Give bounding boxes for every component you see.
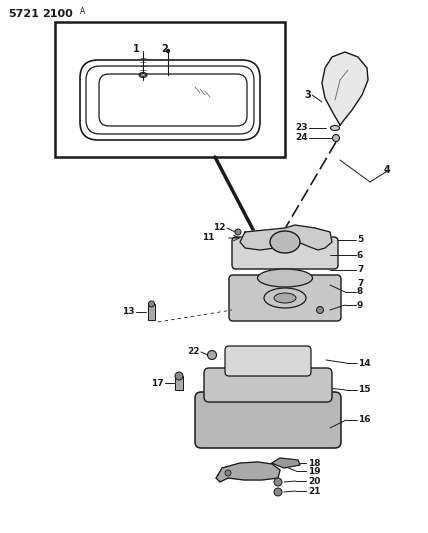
Text: 24: 24 (295, 133, 308, 142)
Circle shape (208, 351, 217, 359)
Text: 7: 7 (357, 279, 363, 287)
Text: 23: 23 (295, 124, 308, 133)
FancyBboxPatch shape (232, 237, 338, 269)
Text: 19: 19 (308, 466, 321, 475)
Text: 15: 15 (358, 385, 371, 394)
Circle shape (274, 478, 282, 486)
Ellipse shape (258, 269, 312, 287)
FancyBboxPatch shape (195, 392, 341, 448)
Text: 12: 12 (214, 223, 226, 232)
Circle shape (175, 372, 183, 380)
Text: 3: 3 (304, 90, 311, 100)
Text: 22: 22 (187, 348, 200, 357)
Text: 18: 18 (308, 458, 321, 467)
Ellipse shape (274, 293, 296, 303)
Text: 11: 11 (202, 233, 215, 243)
FancyBboxPatch shape (229, 275, 341, 321)
Circle shape (149, 301, 155, 307)
Circle shape (225, 470, 231, 476)
Text: 2100: 2100 (42, 9, 73, 19)
Polygon shape (322, 52, 368, 125)
Polygon shape (272, 458, 300, 468)
Text: 1: 1 (133, 44, 140, 54)
Text: 17: 17 (152, 378, 164, 387)
Text: 16: 16 (358, 416, 371, 424)
Bar (175, 376, 183, 390)
Text: 5: 5 (357, 236, 363, 245)
Text: 6: 6 (357, 251, 363, 260)
Text: 8: 8 (357, 287, 363, 296)
Text: 13: 13 (122, 308, 135, 317)
Polygon shape (240, 225, 332, 250)
Bar (55, 22, 285, 157)
Circle shape (166, 50, 169, 52)
Text: 5721: 5721 (8, 9, 39, 19)
Text: A: A (80, 6, 85, 15)
Text: 9: 9 (357, 301, 363, 310)
Polygon shape (216, 462, 280, 482)
Text: 7: 7 (357, 265, 363, 274)
Circle shape (235, 229, 241, 235)
Circle shape (316, 306, 324, 313)
Text: 14: 14 (358, 359, 371, 367)
Text: 21: 21 (308, 487, 321, 496)
Circle shape (274, 488, 282, 496)
FancyBboxPatch shape (225, 346, 311, 376)
Ellipse shape (330, 125, 339, 131)
Bar (148, 304, 155, 320)
FancyBboxPatch shape (204, 368, 332, 402)
Circle shape (333, 134, 339, 141)
Ellipse shape (140, 74, 146, 77)
Text: 20: 20 (308, 477, 321, 486)
Text: 4: 4 (383, 165, 390, 175)
Ellipse shape (270, 231, 300, 253)
Text: 2: 2 (162, 44, 168, 54)
